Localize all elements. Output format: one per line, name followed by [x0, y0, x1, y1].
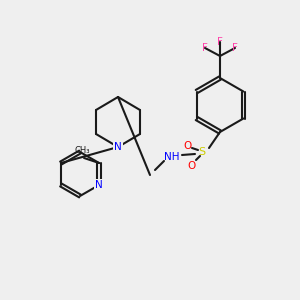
- Text: S: S: [198, 147, 206, 157]
- Text: CH₃: CH₃: [74, 146, 90, 155]
- Text: N: N: [95, 180, 103, 190]
- Text: F: F: [217, 37, 223, 47]
- Text: N: N: [114, 142, 122, 152]
- Text: F: F: [202, 43, 208, 53]
- Text: NH: NH: [164, 152, 180, 162]
- Text: O: O: [188, 161, 196, 171]
- Text: O: O: [184, 141, 192, 151]
- Text: F: F: [232, 43, 238, 53]
